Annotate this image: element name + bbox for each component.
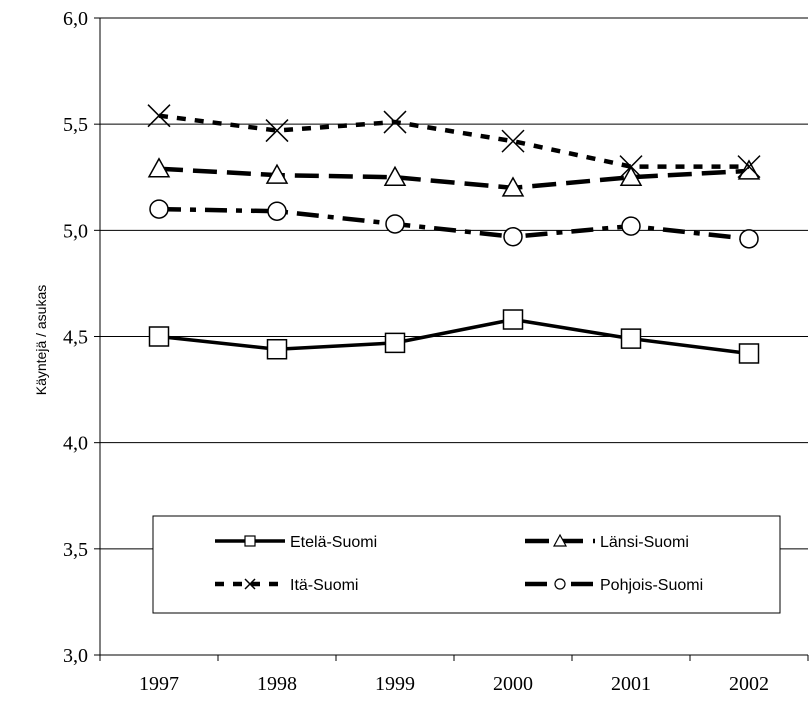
series-itä-suomi: [147, 104, 761, 179]
legend-marker: [244, 535, 256, 547]
x-tick-label: 2001: [611, 673, 651, 695]
x-tick-labels: 1997 1998 1999 2000 2001 2002: [139, 673, 769, 695]
data-point: [147, 104, 171, 128]
series-line: [158, 206, 750, 242]
data-point: [737, 155, 761, 179]
legend-marker: [552, 533, 568, 547]
y-tick-label: 5,0: [63, 220, 88, 242]
data-point: [265, 163, 289, 184]
series-pohjois-suomi: [149, 199, 759, 249]
data-point: [383, 165, 407, 186]
data-point: [267, 201, 287, 221]
legend-box: [152, 515, 781, 614]
x-marker-stroke: [383, 110, 407, 134]
data-point: [621, 216, 641, 236]
series-etelä-suomi: [148, 309, 760, 364]
legend-label: Itä-Suomi: [290, 577, 358, 594]
x-marker-stroke: [501, 129, 525, 153]
x-marker-stroke: [737, 155, 761, 179]
data-point: [503, 226, 523, 247]
data-point: [266, 338, 288, 360]
series-line: [158, 317, 750, 356]
data-point: [148, 326, 170, 347]
data-point: [739, 229, 759, 249]
legend-marker: [244, 578, 256, 590]
y-tick-labels: 3,0 3,5 4,0 4,5 5,0 5,5 6,0: [63, 8, 88, 667]
axes: [94, 17, 809, 661]
x-marker-stroke: [244, 578, 256, 590]
data-point: [149, 199, 169, 219]
data-point: [738, 343, 760, 364]
legend-label: Etelä-Suomi: [290, 534, 377, 551]
y-tick-label: 4,0: [63, 433, 88, 455]
x-marker-stroke: [147, 104, 171, 128]
legend-item: Länsi-Suomi: [525, 533, 689, 551]
legend-marker: [554, 578, 566, 590]
data-point: [384, 332, 406, 354]
data-point: [383, 110, 407, 134]
data-point: [501, 176, 525, 197]
data-point: [501, 129, 525, 153]
x-marker-stroke: [265, 119, 289, 143]
x-tick-label: 2002: [729, 673, 769, 695]
data-point: [265, 119, 289, 143]
data-point: [737, 159, 761, 180]
series-länsi-suomi: [147, 157, 761, 197]
data-point: [385, 214, 405, 234]
x-tick-label: 1997: [139, 673, 179, 695]
legend: Etelä-Suomi Länsi-Suomi Itä-Suomi Pohjois-S…: [152, 515, 781, 614]
x-marker-stroke: [619, 155, 643, 179]
legend-label: Pohjois-Suomi: [600, 577, 703, 594]
x-tick-label: 2000: [493, 673, 533, 695]
y-tick-label: 5,5: [63, 114, 88, 136]
legend-item: Pohjois-Suomi: [525, 577, 703, 594]
data-point: [619, 155, 643, 179]
y-tick-label: 3,5: [63, 539, 88, 561]
gridlines: [100, 17, 808, 550]
data-point: [147, 157, 171, 178]
data-point: [619, 165, 643, 186]
y-tick-label: 6,0: [63, 8, 88, 30]
series-group: [147, 104, 761, 364]
data-point: [502, 309, 524, 330]
y-axis-label: Käyntejä / asukas: [33, 285, 49, 396]
legend-item: Etelä-Suomi: [215, 534, 377, 551]
data-point: [620, 328, 642, 349]
legend-label: Länsi-Suomi: [600, 534, 689, 551]
series-line: [158, 113, 749, 169]
y-tick-label: 3,0: [63, 645, 88, 667]
legend-item: Itä-Suomi: [215, 577, 358, 594]
y-tick-label: 4,5: [63, 327, 88, 349]
x-tick-label: 1998: [257, 673, 297, 695]
series-line: [158, 166, 750, 191]
x-tick-label: 1999: [375, 673, 415, 695]
